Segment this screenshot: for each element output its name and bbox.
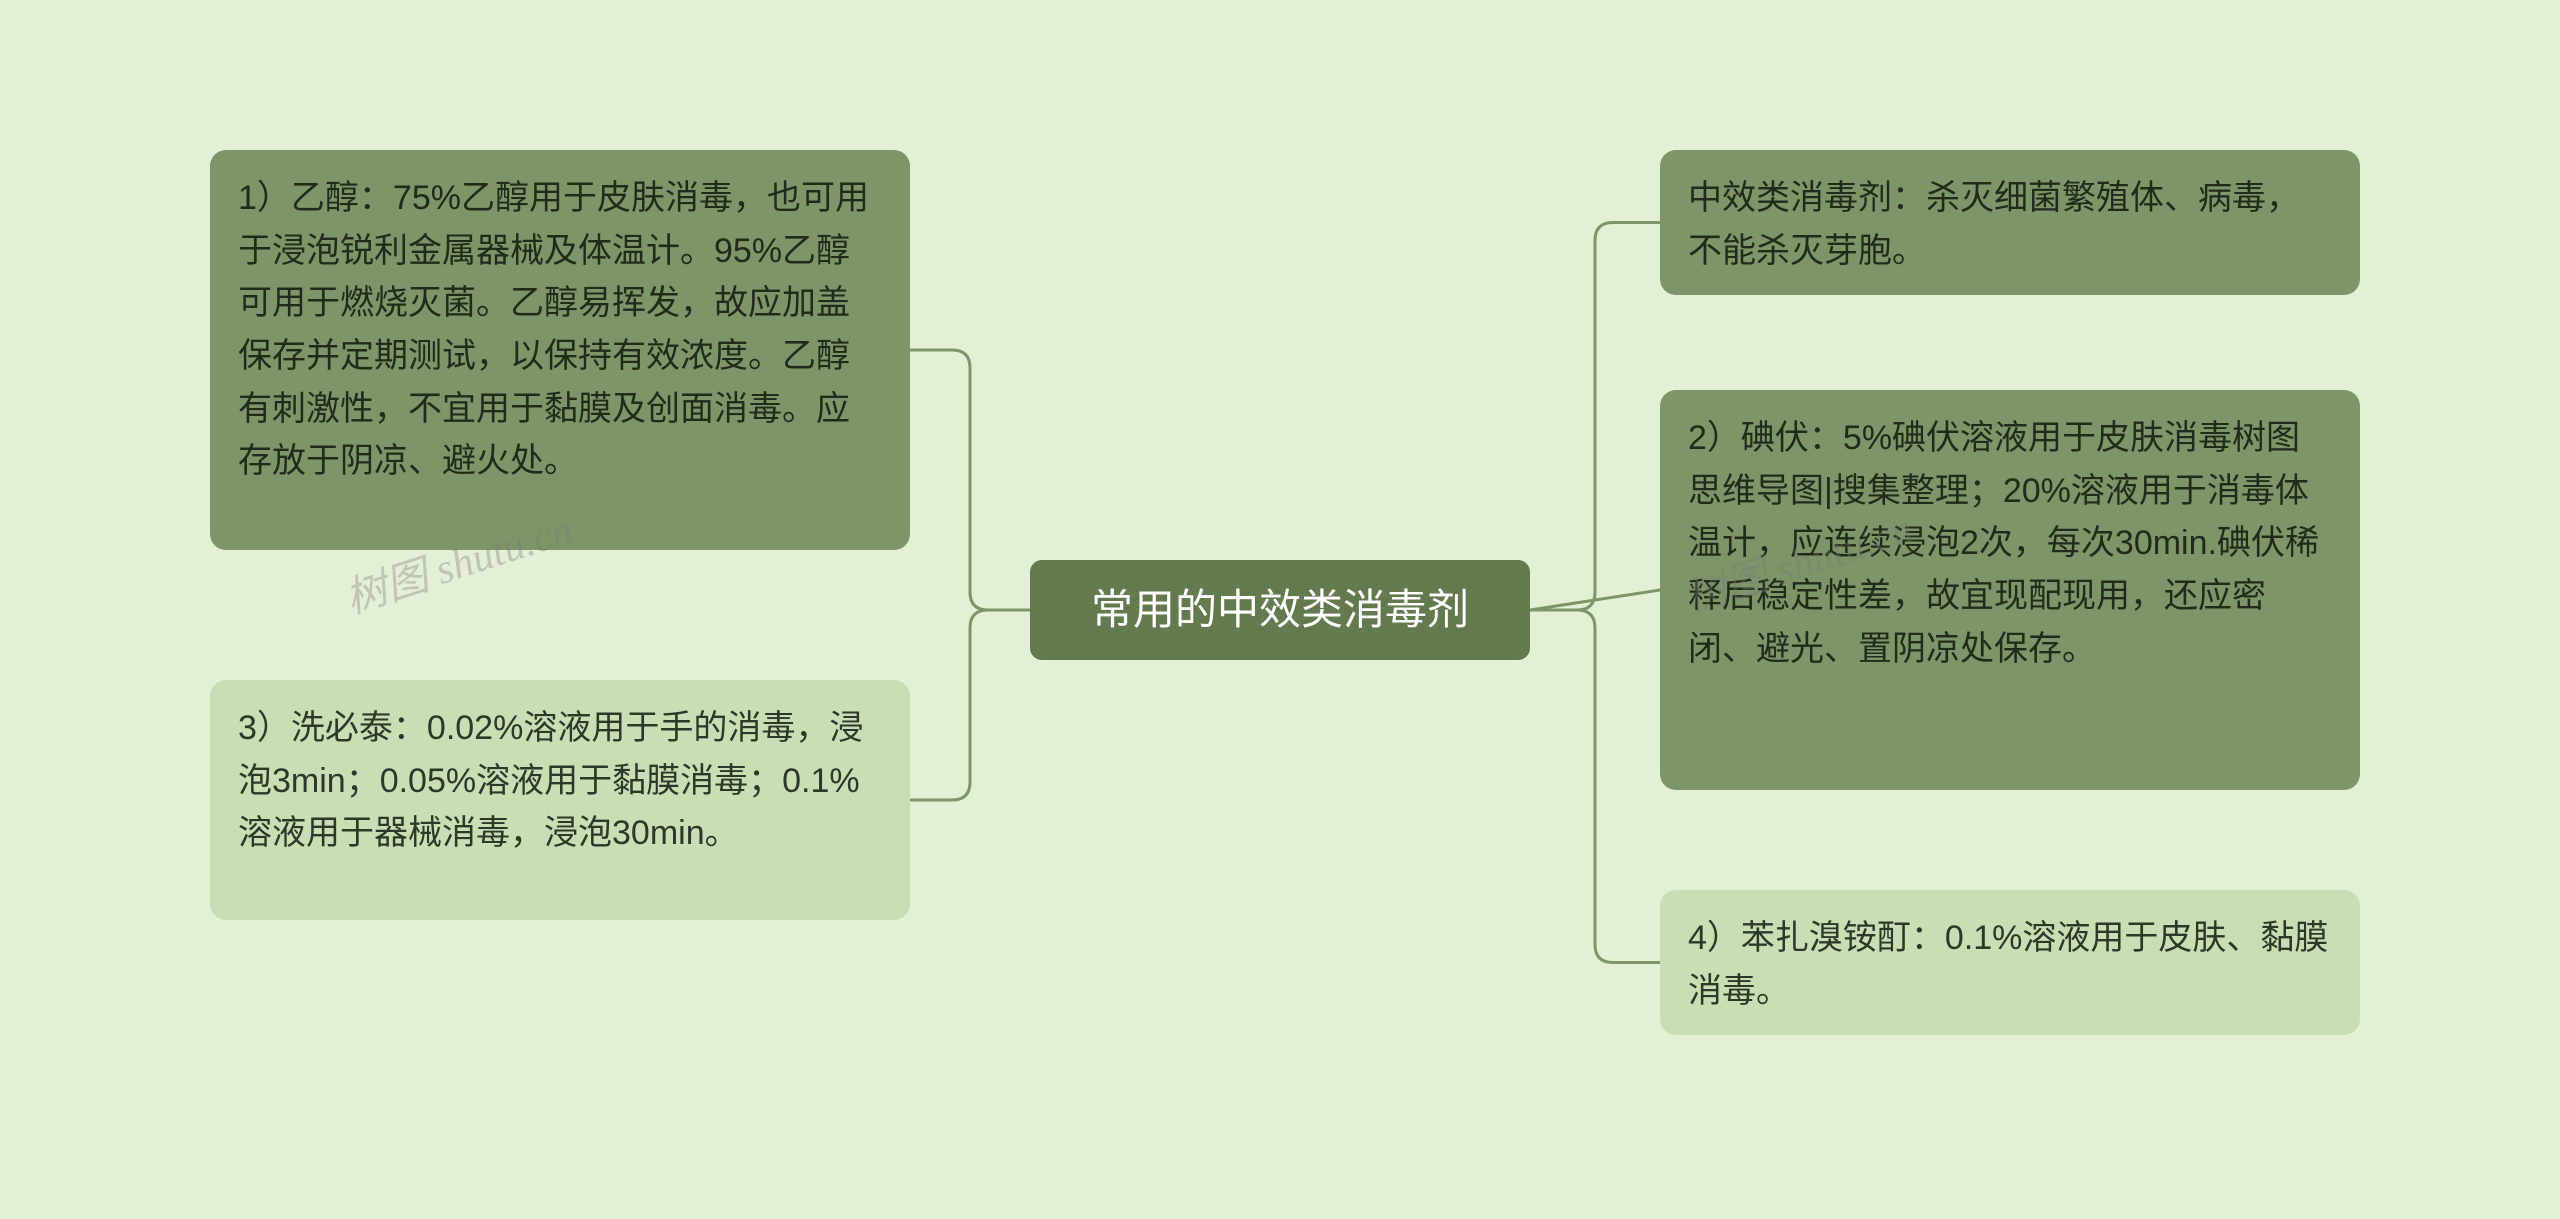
center-node[interactable]: 常用的中效类消毒剂: [1030, 560, 1530, 660]
branch-node-n4[interactable]: 4）苯扎溴铵酊：0.1%溶液用于皮肤、黏膜消毒。: [1660, 890, 2360, 1035]
branch-node-n3[interactable]: 3）洗必泰：0.02%溶液用于手的消毒，浸泡3min；0.05%溶液用于黏膜消毒…: [210, 680, 910, 920]
connector-n0: [1530, 223, 1660, 611]
mindmap-canvas: 常用的中效类消毒剂 1）乙醇：75%乙醇用于皮肤消毒，也可用于浸泡锐利金属器械及体…: [0, 0, 2560, 1219]
branch-node-n2[interactable]: 2）碘伏：5%碘伏溶液用于皮肤消毒树图思维导图|搜集整理；20%溶液用于消毒体温…: [1660, 390, 2360, 790]
connector-n2: [1530, 590, 1660, 610]
connector-n4: [1530, 610, 1660, 963]
connector-n1: [910, 350, 1030, 610]
connector-n3: [910, 610, 1030, 800]
branch-node-n0[interactable]: 中效类消毒剂：杀灭细菌繁殖体、病毒，不能杀灭芽胞。: [1660, 150, 2360, 295]
branch-node-n1[interactable]: 1）乙醇：75%乙醇用于皮肤消毒，也可用于浸泡锐利金属器械及体温计。95%乙醇可…: [210, 150, 910, 550]
